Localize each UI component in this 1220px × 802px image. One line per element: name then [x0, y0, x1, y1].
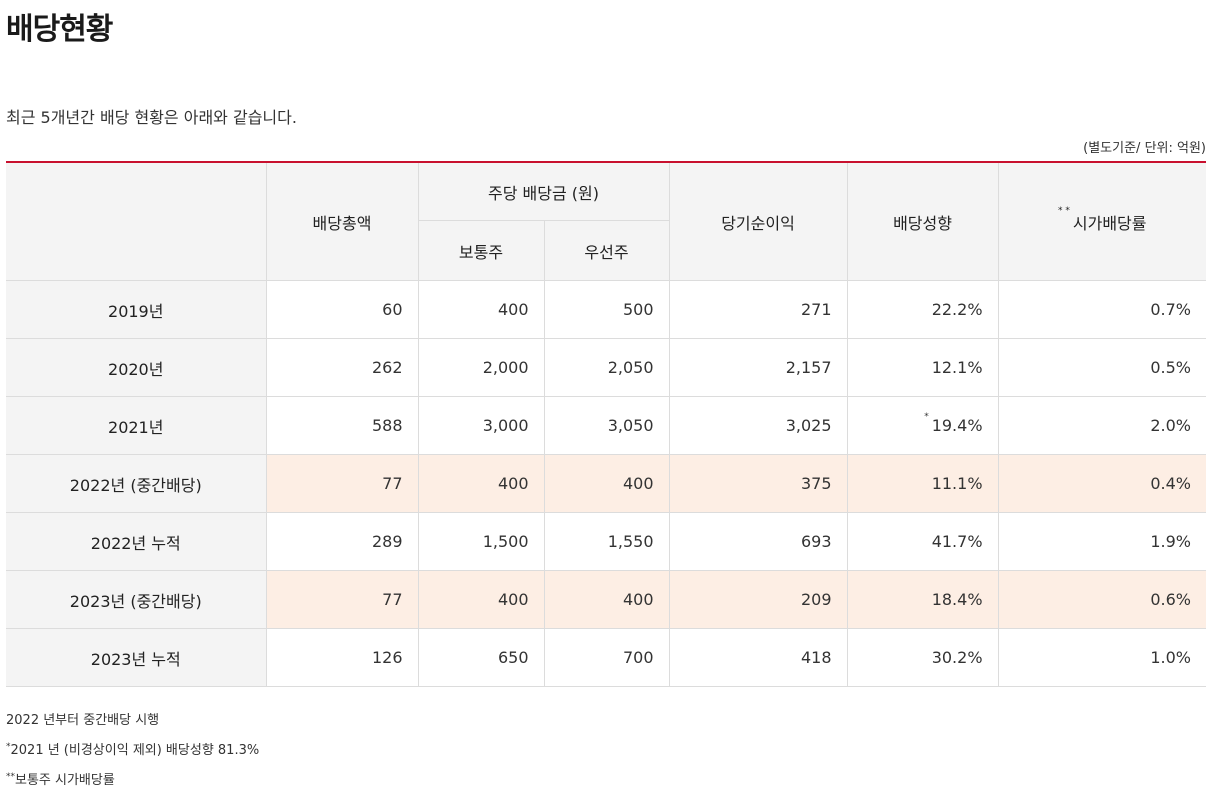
- table-row: 2022년 누적 289 1,500 1,550 693 41.7% 1.9%: [6, 512, 1207, 571]
- table-row: 2019년 60 400 500 271 22.2% 0.7%: [6, 280, 1207, 339]
- header-net-income: 당기순이익: [668, 161, 848, 281]
- cell-yield: 1.0%: [997, 628, 1207, 687]
- header-preferred-stock: 우선주: [543, 220, 670, 281]
- header-dividend-yield: * *시가배당률: [997, 161, 1207, 281]
- page-title: 배당현황: [6, 12, 113, 47]
- cell-preferred: 400: [543, 454, 670, 513]
- row-year: 2022년 누적: [6, 512, 267, 571]
- cell-preferred: 700: [543, 628, 670, 687]
- cell-payout-value: 19.4%: [931, 416, 983, 435]
- cell-net-income: 3,025: [668, 396, 848, 455]
- cell-common: 650: [417, 628, 545, 687]
- cell-payout: 22.2%: [846, 280, 999, 339]
- row-year: 2023년 누적: [6, 628, 267, 687]
- cell-yield: 1.9%: [997, 512, 1207, 571]
- row-year: 2023년 (중간배당): [6, 570, 267, 629]
- cell-yield: 2.0%: [997, 396, 1207, 455]
- cell-net-income: 418: [668, 628, 848, 687]
- header-per-share-dividend: 주당 배당금 (원): [417, 161, 670, 221]
- cell-common: 400: [417, 280, 545, 339]
- intro-text: 최근 5개년간 배당 현황은 아래와 같습니다.: [6, 108, 297, 127]
- cell-net-income: 2,157: [668, 338, 848, 397]
- footnote-text: 2022 년부터 중간배당 시행: [6, 713, 160, 728]
- unit-note: (별도기준/ 단위: 억원): [1083, 141, 1206, 156]
- row-year: 2019년: [6, 280, 267, 339]
- table-row: 2021년 588 3,000 3,050 3,025 * 19.4% 2.0%: [6, 396, 1207, 455]
- cell-yield: 0.7%: [997, 280, 1207, 339]
- cell-net-income: 271: [668, 280, 848, 339]
- cell-payout: 18.4%: [846, 570, 999, 629]
- cell-preferred: 500: [543, 280, 670, 339]
- header-total-dividend: 배당총액: [265, 161, 419, 281]
- footnote-mark: *: [6, 742, 11, 752]
- cell-common: 400: [417, 570, 545, 629]
- cell-total: 588: [265, 396, 419, 455]
- cell-net-income: 209: [668, 570, 848, 629]
- row-year: 2021년: [6, 396, 267, 455]
- cell-total: 77: [265, 570, 419, 629]
- footnote: 2022 년부터 중간배당 시행: [6, 712, 259, 742]
- cell-common: 400: [417, 454, 545, 513]
- cell-payout: 41.7%: [846, 512, 999, 571]
- row-year: 2022년 (중간배당): [6, 454, 267, 513]
- header-year: [6, 161, 267, 281]
- yield-footnote-mark: * *: [1058, 205, 1070, 216]
- footnote-text: 보통주 시가배당률: [15, 773, 115, 788]
- cell-common: 1,500: [417, 512, 545, 571]
- payout-footnote-mark: *: [924, 412, 929, 422]
- cell-total: 60: [265, 280, 419, 339]
- header-dividend-yield-label: 시가배당률: [1072, 213, 1147, 233]
- cell-total: 289: [265, 512, 419, 571]
- cell-common: 2,000: [417, 338, 545, 397]
- cell-common: 3,000: [417, 396, 545, 455]
- footnotes: 2022 년부터 중간배당 시행 *2021 년 (비경상이익 제외) 배당성향…: [6, 712, 259, 802]
- footnote: **보통주 시가배당률: [6, 772, 259, 802]
- cell-total: 77: [265, 454, 419, 513]
- footnote-text: 2021 년 (비경상이익 제외) 배당성향 81.3%: [10, 743, 260, 758]
- dividend-table: 배당총액 주당 배당금 (원) 당기순이익 배당성향 * *시가배당률 보통주 …: [6, 161, 1207, 687]
- table-row: 2020년 262 2,000 2,050 2,157 12.1% 0.5%: [6, 338, 1207, 397]
- cell-yield: 0.4%: [997, 454, 1207, 513]
- cell-yield: 0.5%: [997, 338, 1207, 397]
- header-payout-ratio: 배당성향: [846, 161, 999, 281]
- header-common-stock: 보통주: [418, 220, 545, 281]
- cell-payout: * 19.4%: [846, 396, 999, 455]
- table-row-interim: 2022년 (중간배당) 77 400 400 375 11.1% 0.4%: [6, 454, 1207, 513]
- cell-yield: 0.6%: [997, 570, 1207, 629]
- cell-preferred: 3,050: [543, 396, 670, 455]
- cell-preferred: 2,050: [543, 338, 670, 397]
- cell-preferred: 1,550: [543, 512, 670, 571]
- footnote-mark: **: [6, 772, 15, 782]
- cell-payout: 30.2%: [846, 628, 999, 687]
- row-year: 2020년: [6, 338, 267, 397]
- cell-net-income: 693: [668, 512, 848, 571]
- cell-total: 126: [265, 628, 419, 687]
- cell-preferred: 400: [543, 570, 670, 629]
- cell-total: 262: [265, 338, 419, 397]
- table-row-interim: 2023년 (중간배당) 77 400 400 209 18.4% 0.6%: [6, 570, 1207, 629]
- table-row: 2023년 누적 126 650 700 418 30.2% 1.0%: [6, 628, 1207, 687]
- cell-net-income: 375: [668, 454, 848, 513]
- cell-payout: 12.1%: [846, 338, 999, 397]
- cell-payout: 11.1%: [846, 454, 999, 513]
- footnote: *2021 년 (비경상이익 제외) 배당성향 81.3%: [6, 742, 259, 772]
